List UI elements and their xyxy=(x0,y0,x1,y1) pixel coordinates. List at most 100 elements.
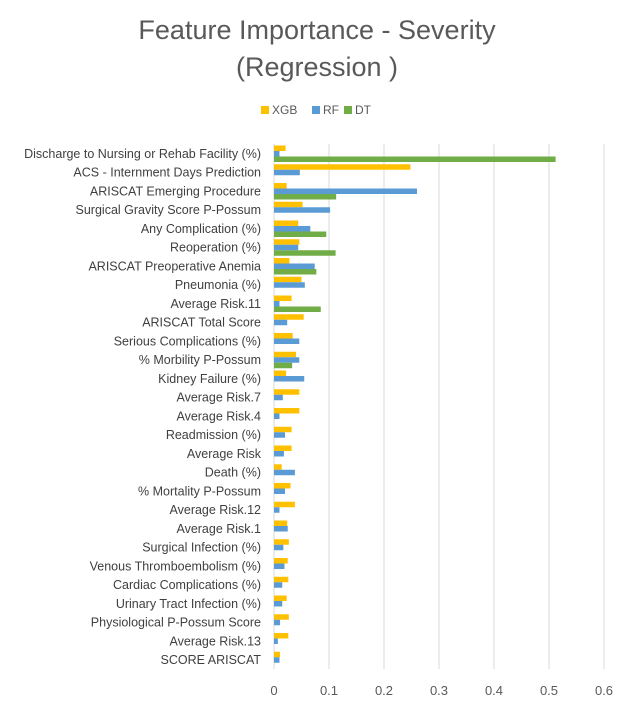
bar-rf xyxy=(274,657,280,663)
bar-rf xyxy=(274,582,283,588)
bar-xgb xyxy=(274,314,304,320)
x-axis-ticks: 0 0.1 0.2 0.3 0.4 0.5 0.6 xyxy=(270,683,613,698)
bar-xgb xyxy=(274,351,296,358)
bar-xgb xyxy=(274,651,281,658)
bar-rf xyxy=(274,394,283,401)
gridlines xyxy=(273,144,605,669)
bar-rf xyxy=(274,451,284,457)
bar-rf xyxy=(274,601,283,607)
bar-xgb xyxy=(274,501,295,508)
bar-dt xyxy=(274,362,293,369)
legend-label-rf: RF xyxy=(323,103,339,117)
category-label: % Morbility P-Possum xyxy=(139,353,261,367)
category-label: SCORE ARISCAT xyxy=(161,653,262,667)
category-label: ARISCAT Total Score xyxy=(142,316,261,330)
category-label: Readmission (%) xyxy=(166,428,261,442)
category-label: Serious Complications (%) xyxy=(114,334,261,348)
bar-xgb xyxy=(274,220,299,226)
bar-xgb xyxy=(274,464,282,470)
bar-xgb xyxy=(274,276,302,283)
x-tick-label: 0.2 xyxy=(375,683,393,698)
category-label: Discharge to Nursing or Rehab Facility (… xyxy=(24,147,261,161)
bar-xgb xyxy=(274,614,289,620)
bar-rf xyxy=(274,151,280,157)
bar-rf xyxy=(274,432,285,438)
bar-rf xyxy=(274,244,299,251)
bar-xgb xyxy=(274,333,293,339)
bar-rf xyxy=(274,488,285,494)
bar-xgb xyxy=(274,239,300,245)
bar-xgb xyxy=(274,576,289,583)
bar-xgb xyxy=(274,520,288,526)
category-label: Surgical Gravity Score P-Possum xyxy=(76,203,261,217)
bar-rf xyxy=(274,226,311,232)
bar-xgb xyxy=(274,295,292,301)
category-label: Average Risk.11 xyxy=(170,297,261,311)
legend-swatch-dt xyxy=(344,106,352,114)
bars xyxy=(274,145,556,663)
category-label: Kidney Failure (%) xyxy=(158,372,261,386)
bar-dt xyxy=(274,269,317,275)
legend-label-dt: DT xyxy=(355,103,372,117)
bar-rf xyxy=(274,507,280,513)
bar-dt xyxy=(274,156,556,162)
chart-title-line1: Feature Importance - Severity xyxy=(138,15,496,45)
category-label: Pneumonia (%) xyxy=(175,278,261,292)
bar-xgb xyxy=(274,633,289,639)
bar-rf xyxy=(274,188,417,194)
bar-xgb xyxy=(274,408,300,414)
legend-swatch-xgb xyxy=(261,106,269,114)
bar-dt xyxy=(274,306,321,312)
category-label: Average Risk.12 xyxy=(170,503,262,517)
category-label: ACS - Internment Days Prediction xyxy=(73,166,261,180)
category-label: Average Risk.4 xyxy=(176,409,261,423)
x-tick-label: 0.3 xyxy=(430,683,448,698)
bar-rf xyxy=(274,526,288,532)
bar-rf xyxy=(274,376,305,382)
bar-rf xyxy=(274,282,305,288)
x-tick-label: 0.5 xyxy=(540,683,558,698)
x-tick-label: 0 xyxy=(270,683,277,698)
bar-xgb xyxy=(274,164,411,170)
bar-xgb xyxy=(274,595,287,601)
bar-dt xyxy=(274,231,327,237)
bar-xgb xyxy=(274,426,292,433)
bar-rf xyxy=(274,619,281,626)
bar-xgb xyxy=(274,483,291,489)
bar-rf xyxy=(274,469,295,476)
x-tick-label: 0.6 xyxy=(595,683,613,698)
category-label: Average Risk.7 xyxy=(176,391,261,405)
category-label: Surgical Infection (%) xyxy=(142,541,261,555)
bar-xgb xyxy=(274,445,292,451)
bar-rf xyxy=(274,544,284,551)
category-label: Average Risk.1 xyxy=(176,522,261,536)
category-labels: Discharge to Nursing or Rehab Facility (… xyxy=(24,147,262,667)
category-label: ARISCAT Preoperative Anemia xyxy=(88,259,261,273)
bar-dt xyxy=(274,194,337,200)
bar-xgb xyxy=(274,389,300,395)
category-label: Reoperation (%) xyxy=(170,241,261,255)
category-label: Any Complication (%) xyxy=(141,222,261,236)
bar-rf xyxy=(274,319,288,326)
category-label: Average Risk xyxy=(187,447,262,461)
category-label: Venous Thromboembolism (%) xyxy=(90,559,261,573)
bar-xgb xyxy=(274,258,290,264)
category-label: ARISCAT Emerging Procedure xyxy=(90,184,261,198)
bar-rf xyxy=(274,207,331,213)
bar-xgb xyxy=(274,558,288,564)
category-label: Physiological P-Possum Score xyxy=(91,616,261,630)
category-label: Cardiac Complications (%) xyxy=(113,578,261,592)
category-label: Urinary Tract Infection (%) xyxy=(116,597,261,611)
bar-dt xyxy=(274,250,336,256)
category-label: Average Risk.13 xyxy=(170,634,262,648)
bar-xgb xyxy=(274,183,287,189)
bar-rf xyxy=(274,563,285,569)
bar-rf xyxy=(274,301,280,307)
bar-xgb xyxy=(274,370,287,376)
legend: XGB RF DT xyxy=(261,103,372,117)
bar-xgb xyxy=(274,201,303,208)
bar-xgb xyxy=(274,539,289,545)
bar-rf xyxy=(274,638,278,644)
bar-rf xyxy=(274,413,280,419)
